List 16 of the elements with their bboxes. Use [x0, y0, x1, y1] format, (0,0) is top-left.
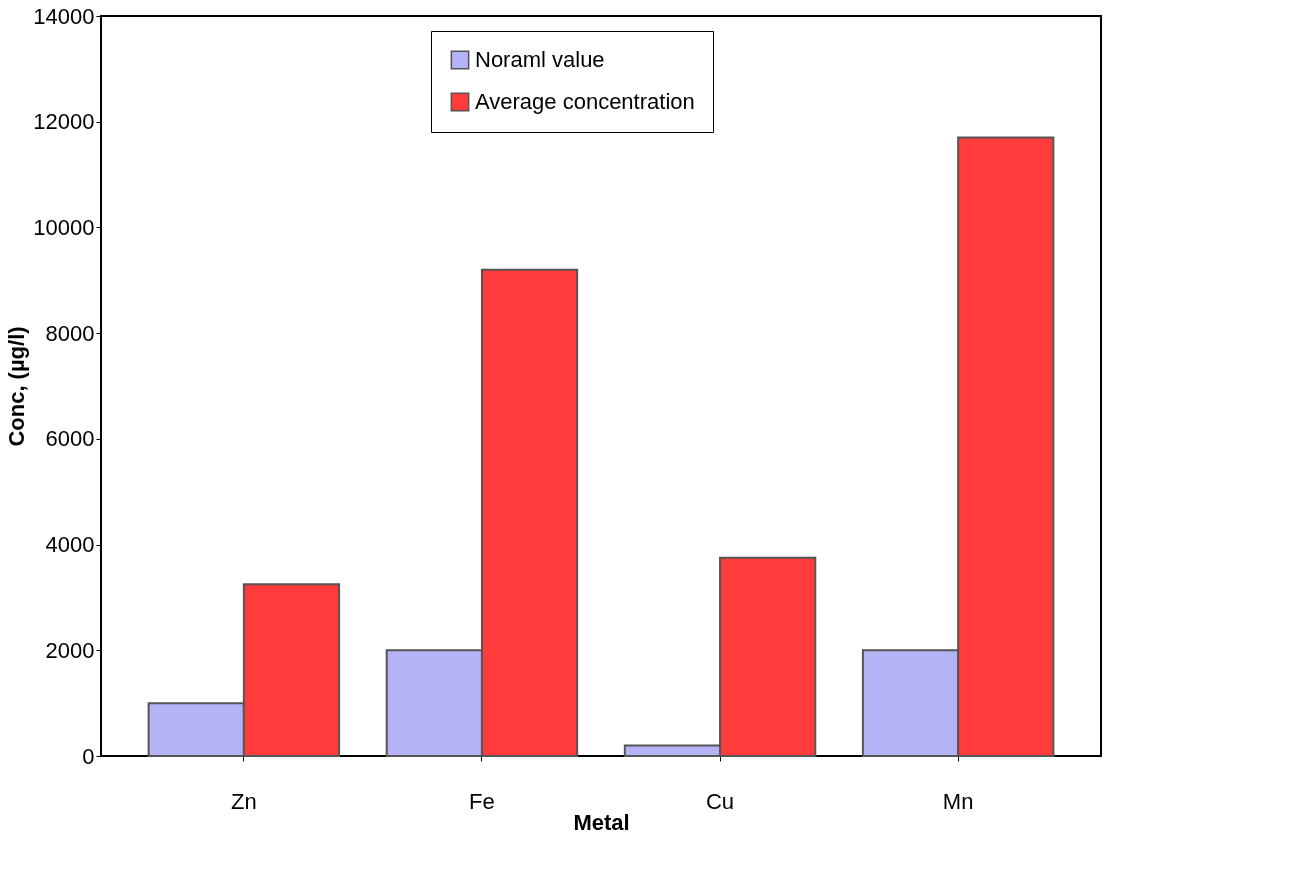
x-tick-label: Zn: [231, 788, 257, 814]
y-tick-label: 10000: [33, 214, 95, 240]
y-axis-title: Conc, (µg/l): [4, 326, 30, 447]
y-tick-label: 14000: [33, 3, 95, 29]
y-tick-label: 6000: [45, 426, 95, 452]
y-tick-label: 0: [82, 743, 95, 769]
legend-label: Noraml value: [475, 47, 605, 72]
x-tick-label: Mn: [942, 788, 974, 814]
y-tick-label: 4000: [45, 532, 95, 558]
y-tick-label: 2000: [45, 637, 95, 663]
x-tick-label: Fe: [469, 788, 495, 814]
x-axis-title: Metal: [573, 809, 630, 835]
legend-label: Average concentration: [475, 89, 695, 114]
y-tick-label: 8000: [45, 320, 95, 346]
x-tick-label: Cu: [705, 788, 735, 814]
y-tick-label: 12000: [33, 109, 95, 135]
